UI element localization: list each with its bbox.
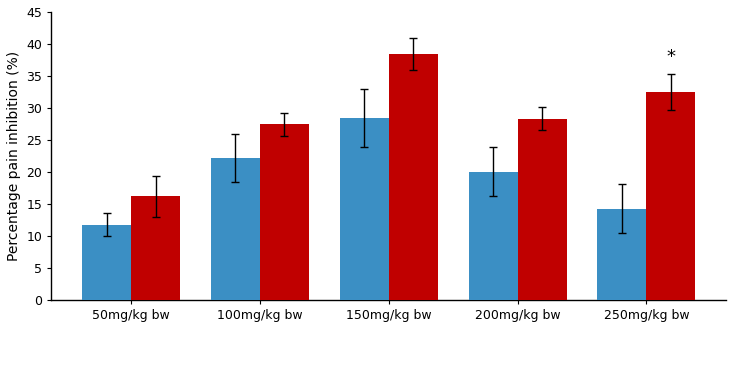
Bar: [211, 158, 260, 300]
Bar: [260, 124, 309, 300]
Text: *: *: [666, 49, 675, 66]
Bar: [131, 196, 180, 300]
Bar: [82, 225, 131, 300]
Y-axis label: Percentage pain inhibition (%): Percentage pain inhibition (%): [7, 51, 21, 261]
Bar: [517, 119, 567, 300]
Bar: [468, 171, 517, 300]
Bar: [647, 92, 696, 300]
Bar: [388, 54, 438, 300]
Bar: [597, 209, 647, 300]
Bar: [340, 118, 388, 300]
